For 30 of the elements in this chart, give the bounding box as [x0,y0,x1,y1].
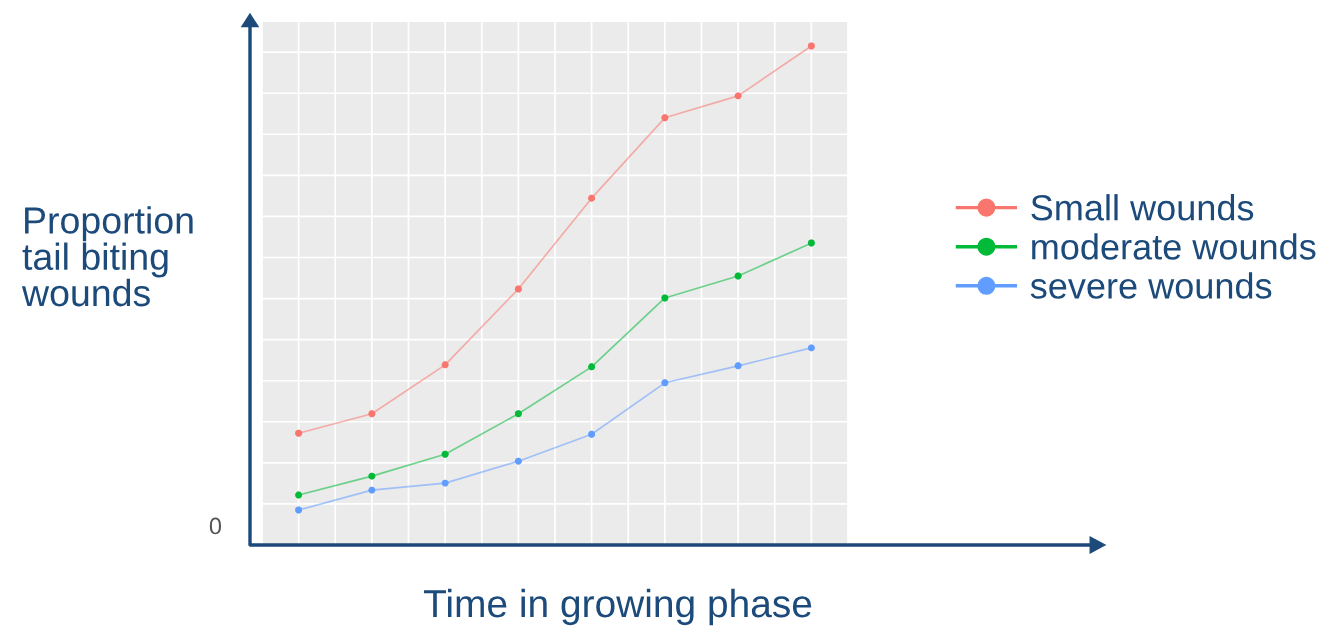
legend-label: moderate wounds [1032,233,1316,260]
point [734,362,742,370]
y-axis-title: Proportion tail biting wounds [21,206,193,307]
x-axis-title: Time in growing phase [424,588,812,626]
point [588,194,596,202]
point [661,379,669,387]
point [514,410,522,418]
point [368,410,376,418]
legend-label: severe wounds [1030,272,1272,299]
point [441,450,449,458]
point [368,472,376,480]
point [295,429,303,437]
point [807,344,815,352]
point [368,486,376,494]
point [441,479,449,487]
point [295,491,303,499]
point [734,92,742,100]
point [588,430,596,438]
point [588,363,596,371]
point [514,457,522,465]
point [441,361,449,369]
text: 0 [209,517,222,535]
point [807,42,815,50]
point [295,506,303,514]
point [661,114,669,122]
point [661,294,669,302]
point [807,239,815,247]
point [734,272,742,280]
point [514,285,522,293]
legend-label: Small wounds [1031,194,1254,221]
